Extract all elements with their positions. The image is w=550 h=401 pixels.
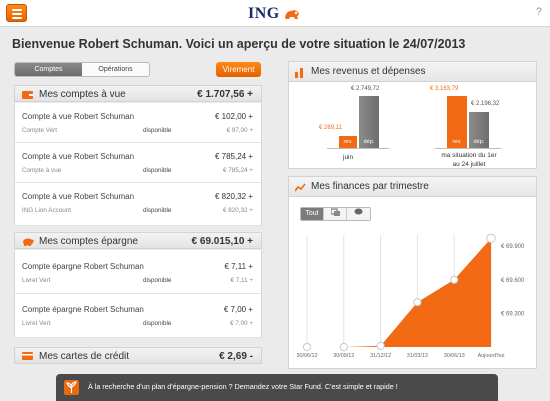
virement-button[interactable]: Virement	[216, 62, 261, 77]
account-amount: € 785,24 +	[214, 152, 253, 161]
account-row[interactable]: Compte à vue Robert Schuman € 785,24 + C…	[14, 143, 262, 183]
data-point	[486, 233, 496, 244]
group-label: ma situation du 1er au 24 juillet	[441, 152, 497, 168]
x-tick-label: 31/12/12	[370, 353, 391, 359]
rev-tag: rev.	[343, 139, 353, 145]
revenus-header: Mes revenus et dépenses	[288, 61, 537, 82]
wallet-icon	[22, 91, 33, 99]
account-amount: € 7,11 +	[224, 262, 253, 271]
y-tick-label: € 69.900	[501, 244, 525, 250]
x-tick-label: 31/03/13	[407, 353, 428, 359]
section-comptes-a-vue[interactable]: Mes comptes à vue € 1.707,56 +	[14, 85, 262, 102]
group-label: juin	[343, 154, 354, 161]
dep-bar	[359, 96, 379, 148]
x-tick-label: 30/06/12	[297, 353, 318, 359]
accounts-icon	[330, 208, 340, 216]
rev-value: € 269,11	[319, 125, 342, 131]
dep-tag: dép.	[473, 139, 485, 145]
promo-banner[interactable]: À la recherche d'un plan d'épargne-pensi…	[56, 374, 498, 401]
piggy-bank-icon	[23, 238, 34, 246]
section-total: € 69.015,10 +	[191, 236, 253, 247]
rev-value: € 3.163,79	[430, 86, 459, 92]
account-type: Compte à vue	[22, 167, 62, 174]
finances-chart: 30/06/12 30/09/12 31/12/12 31/03/13 30/06/13…	[297, 233, 525, 359]
rev-bar	[447, 96, 467, 148]
toggle-accounts[interactable]	[324, 208, 347, 220]
finances-title: Mes finances par trimestre	[311, 181, 429, 192]
data-point	[302, 342, 312, 352]
available-amount: € 97,00 +	[226, 127, 253, 134]
dep-bar	[469, 112, 489, 148]
welcome-title: Bienvenue Robert Schuman. Voici un aperç…	[12, 37, 466, 51]
period-toggle: Tout	[300, 207, 371, 221]
rev-tag: rev.	[452, 139, 462, 145]
x-tick-label: Aujourd'hui	[478, 353, 505, 359]
toggle-savings[interactable]	[347, 208, 370, 220]
bar-chart-icon	[295, 68, 303, 78]
menu-button[interactable]	[6, 4, 27, 22]
account-amount: € 820,32 +	[214, 192, 253, 201]
revenus-title: Mes revenus et dépenses	[311, 66, 426, 77]
finances-header: Mes finances par trimestre	[288, 176, 537, 197]
x-tick-label: 30/06/13	[444, 353, 465, 359]
data-point	[339, 342, 348, 352]
account-row[interactable]: Compte à vue Robert Schuman € 102,00 + C…	[14, 103, 262, 143]
plant-icon	[64, 380, 79, 395]
section-comptes-epargne[interactable]: Mes comptes épargne € 69.015,10 +	[14, 232, 262, 249]
ing-logo: ING	[248, 5, 301, 23]
trend-icon	[295, 183, 306, 192]
promo-text: À la recherche d'un plan d'épargne-pensi…	[88, 382, 398, 391]
section-title: Mes comptes épargne	[39, 236, 138, 247]
x-tick-label: 30/09/12	[333, 353, 354, 359]
available-amount: € 7,00 +	[230, 320, 253, 327]
account-type: Livret Vert	[22, 320, 51, 327]
account-name: Compte épargne Robert Schuman	[22, 305, 144, 314]
tab-operations[interactable]: Opérations	[98, 66, 133, 73]
available-label: disponible	[143, 127, 172, 134]
dep-tag: dép.	[363, 139, 375, 145]
piggy-bank-icon	[354, 208, 363, 215]
section-title: Mes cartes de crédit	[39, 351, 130, 362]
data-point	[376, 341, 385, 350]
revenus-panel: € 2.749,72 € 269,11 rev. dép. juin € 3.1…	[288, 82, 537, 169]
data-point	[413, 298, 422, 307]
lion-icon	[284, 10, 299, 19]
available-label: disponible	[143, 320, 172, 327]
account-type: ING Lion Account	[22, 207, 72, 214]
account-type: Livret Vert	[22, 277, 51, 284]
rev-bar	[339, 136, 357, 148]
y-tick-label: € 69.600	[501, 278, 525, 284]
account-amount: € 102,00 +	[214, 112, 253, 121]
help-button[interactable]: ?	[535, 6, 542, 18]
section-total: € 1.707,56 +	[197, 89, 253, 100]
tab-comptes[interactable]: Comptes	[15, 63, 82, 76]
available-amount: € 7,11 +	[230, 277, 253, 284]
available-label: disponible	[143, 277, 172, 284]
section-title: Mes comptes à vue	[39, 89, 126, 100]
account-row[interactable]: Compte épargne Robert Schuman € 7,11 + L…	[14, 250, 262, 294]
top-bar: ING ?	[0, 0, 550, 27]
toggle-tout[interactable]: Tout	[301, 208, 324, 220]
available-label: disponible	[143, 207, 172, 214]
y-tick-label: € 69.300	[501, 311, 525, 317]
account-name: Compte à vue Robert Schuman	[22, 152, 135, 161]
dep-value: € 2.196,32	[471, 101, 500, 107]
account-amount: € 7,00 +	[223, 305, 253, 314]
view-tabs: Comptes Opérations	[14, 62, 150, 77]
account-name: Compte à vue Robert Schuman	[22, 192, 135, 201]
account-row[interactable]: Compte épargne Robert Schuman € 7,00 + L…	[14, 294, 262, 338]
finances-area	[307, 238, 491, 347]
credit-card-icon	[22, 352, 33, 360]
account-row[interactable]: Compte à vue Robert Schuman € 820,32 + I…	[14, 183, 262, 226]
account-name: Compte épargne Robert Schuman	[22, 262, 144, 271]
account-name: Compte à vue Robert Schuman	[22, 112, 135, 121]
dep-value: € 2.749,72	[351, 86, 380, 92]
section-total: € 2,69 -	[219, 351, 253, 362]
section-cartes-credit[interactable]: Mes cartes de crédit € 2,69 -	[14, 347, 262, 364]
available-amount: € 820,32 +	[223, 207, 253, 214]
account-type: Compte Vert	[22, 127, 57, 134]
available-amount: € 785,24 +	[223, 167, 253, 174]
available-label: disponible	[143, 167, 172, 174]
data-point	[450, 275, 459, 284]
